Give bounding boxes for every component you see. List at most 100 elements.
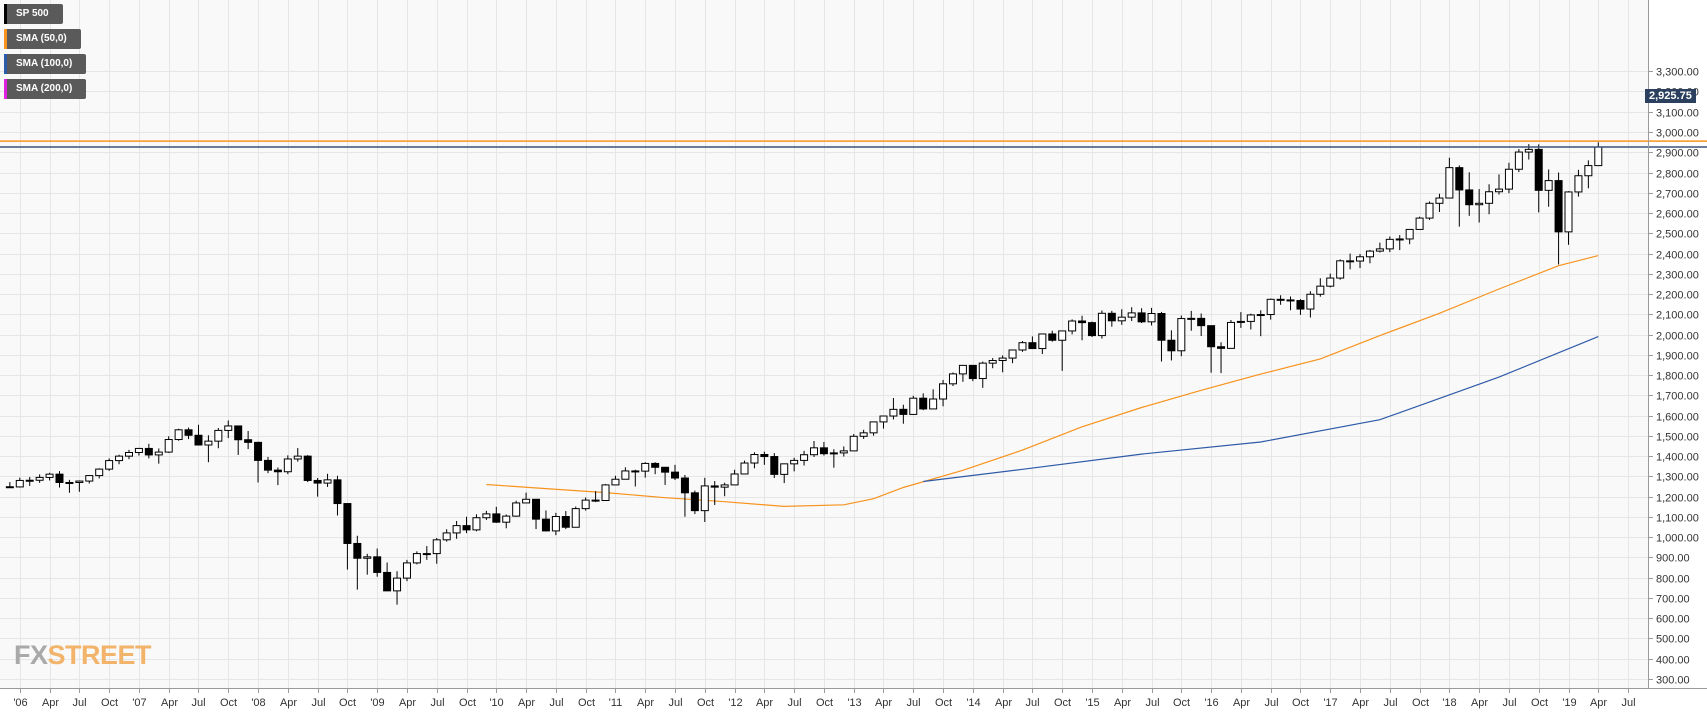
candle-up bbox=[1236, 320, 1245, 323]
legend: SP 500 SMA (50,0) SMA (100,0) SMA (200,0… bbox=[4, 4, 87, 104]
y-tick-label: 1,500.00 bbox=[1656, 432, 1699, 444]
x-tick-label: Jul bbox=[668, 697, 682, 709]
x-tick-label: Apr bbox=[518, 697, 535, 709]
candle-up bbox=[1177, 318, 1186, 352]
y-tick-label: 900.00 bbox=[1656, 553, 1690, 565]
candle-down bbox=[760, 454, 769, 458]
candle-down bbox=[303, 455, 312, 481]
candle-up bbox=[502, 515, 511, 523]
legend-swatch bbox=[4, 79, 7, 99]
x-tick-label: Oct bbox=[1531, 697, 1548, 709]
legend-item-sma50[interactable]: SMA (50,0) bbox=[4, 29, 81, 49]
x-tick-label: Oct bbox=[935, 697, 952, 709]
x-tick-label: Apr bbox=[42, 697, 59, 709]
logo-street: STREET bbox=[47, 640, 152, 670]
candle-down bbox=[651, 462, 660, 468]
candle-up bbox=[412, 553, 421, 564]
candle-up bbox=[998, 357, 1007, 362]
x-tick-label: '10 bbox=[489, 697, 503, 709]
candle-up bbox=[75, 480, 84, 483]
candle-up bbox=[393, 577, 402, 592]
candle-up bbox=[810, 447, 818, 456]
candle-up bbox=[700, 485, 709, 512]
candle-up bbox=[1495, 188, 1504, 193]
y-tick-label: 1,700.00 bbox=[1656, 391, 1699, 403]
candle-up bbox=[293, 455, 302, 460]
candle-up bbox=[1514, 151, 1523, 170]
candle-up bbox=[1415, 217, 1424, 230]
candle-up bbox=[849, 435, 858, 452]
x-tick-label: Jul bbox=[311, 697, 325, 709]
x-tick-label: Apr bbox=[1114, 697, 1131, 709]
fxstreet-logo: FXSTREET bbox=[14, 640, 152, 671]
candle-down bbox=[591, 499, 600, 502]
candle-down bbox=[343, 503, 352, 544]
y-tick-label: 2,200.00 bbox=[1656, 290, 1699, 302]
y-tick-label: 2,400.00 bbox=[1656, 250, 1699, 262]
candle-down bbox=[968, 364, 977, 380]
legend-swatch bbox=[4, 29, 7, 49]
candle-up bbox=[551, 516, 560, 532]
candle-up bbox=[1127, 312, 1136, 318]
candle-down bbox=[1078, 320, 1087, 324]
candle-down bbox=[462, 525, 471, 531]
y-tick-label: 3,300.00 bbox=[1656, 67, 1699, 79]
candle-down bbox=[690, 492, 699, 512]
candle-down bbox=[899, 408, 908, 415]
x-tick-label: Jul bbox=[549, 697, 563, 709]
candle-up bbox=[929, 398, 938, 410]
y-tick-label: 1,800.00 bbox=[1656, 371, 1699, 383]
candle-down bbox=[710, 485, 719, 488]
x-tick-label: '17 bbox=[1323, 697, 1337, 709]
x-tick-label: Apr bbox=[1471, 697, 1488, 709]
candle-down bbox=[144, 447, 153, 456]
legend-swatch bbox=[4, 54, 7, 74]
candle-up bbox=[1316, 285, 1325, 295]
x-tick-label: Apr bbox=[875, 697, 892, 709]
x-tick-label: '12 bbox=[728, 697, 742, 709]
candle-down bbox=[561, 516, 570, 528]
x-tick-label: '09 bbox=[370, 697, 384, 709]
candle-up bbox=[85, 475, 94, 482]
candle-up bbox=[839, 450, 848, 454]
x-tick-label: Jul bbox=[72, 697, 86, 709]
candle-up bbox=[859, 432, 868, 437]
candle-up bbox=[1425, 202, 1434, 219]
candle-up bbox=[323, 479, 332, 484]
candle-up bbox=[1306, 293, 1315, 310]
x-tick-label: '06 bbox=[13, 697, 27, 709]
y-tick-label: 1,300.00 bbox=[1656, 472, 1699, 484]
x-tick-label: Apr bbox=[1352, 697, 1369, 709]
candle-down bbox=[1137, 312, 1146, 323]
candle-down bbox=[919, 397, 928, 410]
x-tick-label: Jul bbox=[430, 697, 444, 709]
candle-up bbox=[214, 429, 223, 442]
x-tick-label: Apr bbox=[399, 697, 416, 709]
candle-down bbox=[263, 459, 272, 471]
x-axis-labels: '06 Apr Jul Oct '07 Apr Jul Oct '08 Apr Jul Oct '09 A… bbox=[13, 688, 1636, 709]
candle-down bbox=[1455, 167, 1464, 191]
y-tick-label: 1,000.00 bbox=[1656, 533, 1699, 545]
x-tick-label: '07 bbox=[132, 697, 146, 709]
candle-up bbox=[601, 484, 610, 502]
candle-up bbox=[432, 539, 441, 555]
x-tick-label: Oct bbox=[816, 697, 833, 709]
candle-down bbox=[383, 571, 392, 592]
legend-item-sp500[interactable]: SP 500 bbox=[4, 4, 63, 24]
candle-up bbox=[939, 383, 948, 400]
candle-up bbox=[1058, 330, 1067, 341]
x-tick-label: Oct bbox=[697, 697, 714, 709]
candle-up bbox=[402, 562, 411, 579]
candle-up bbox=[164, 439, 173, 453]
x-tick-label: Oct bbox=[459, 697, 476, 709]
candle-down bbox=[1534, 148, 1543, 191]
legend-item-sma100[interactable]: SMA (100,0) bbox=[4, 54, 87, 74]
candle-up bbox=[988, 360, 997, 364]
candle-down bbox=[184, 429, 193, 436]
candle-up bbox=[472, 517, 481, 531]
legend-item-sma200[interactable]: SMA (200,0) bbox=[4, 79, 87, 99]
x-tick-label: Apr bbox=[756, 697, 773, 709]
y-tick-label: 3,100.00 bbox=[1656, 108, 1699, 120]
candle-up bbox=[35, 476, 44, 481]
candle-up bbox=[65, 481, 74, 484]
